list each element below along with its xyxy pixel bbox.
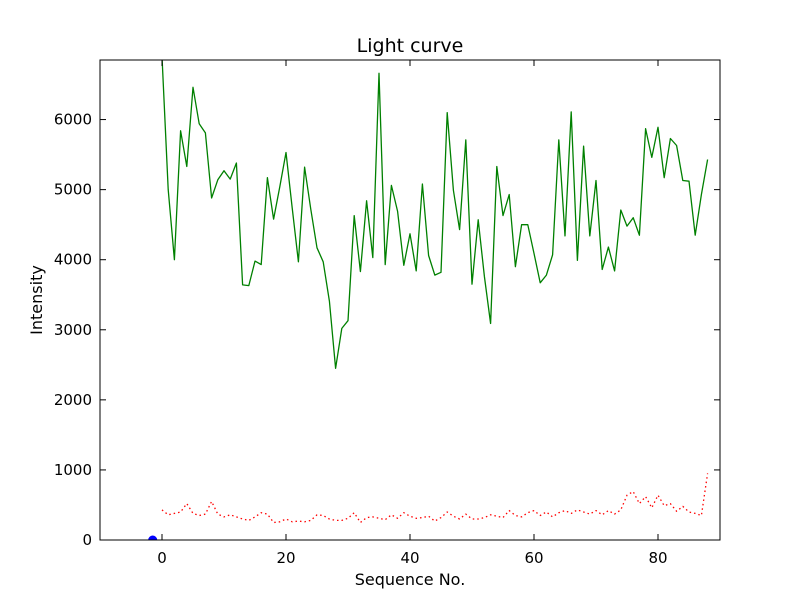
x-axis-label: Sequence No. bbox=[355, 570, 466, 589]
plot-frame bbox=[99, 59, 721, 541]
y-tick-label: 5000 bbox=[54, 181, 92, 199]
x-tick-label: 60 bbox=[524, 549, 543, 567]
x-tick-label: 20 bbox=[276, 549, 295, 567]
x-tick-label: 40 bbox=[400, 549, 419, 567]
y-tick-label: 6000 bbox=[54, 111, 92, 129]
axes-layer: 0 20 40 60 80 0 1000 2000 3000 4000 5000 6000 bbox=[54, 59, 721, 567]
x-tick-label: 80 bbox=[648, 549, 667, 567]
y-tick-label: 1000 bbox=[54, 461, 92, 479]
y-tick-label: 0 bbox=[82, 531, 92, 549]
y-tick-label: 4000 bbox=[54, 251, 92, 269]
series-1-line bbox=[161, 473, 709, 524]
y-tick-label: 2000 bbox=[54, 391, 92, 409]
y-tick-label: 3000 bbox=[54, 321, 92, 339]
x-tick-label: 0 bbox=[157, 549, 167, 567]
series-2-point bbox=[148, 535, 158, 540]
y-axis-label: Intensity bbox=[27, 265, 46, 335]
chart-title: Light curve bbox=[357, 35, 464, 57]
series-0-line bbox=[161, 60, 709, 369]
series-layer bbox=[148, 60, 709, 540]
